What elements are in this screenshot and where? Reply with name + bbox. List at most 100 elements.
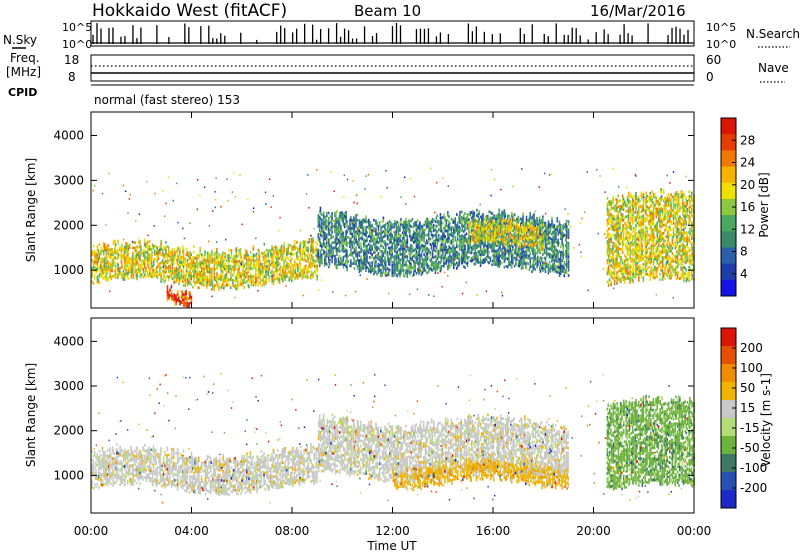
echo-cell: [151, 251, 154, 255]
echo-cell: [137, 270, 140, 274]
echo-cell: [268, 262, 271, 266]
echo-cell: [102, 244, 105, 248]
echo-cell: [269, 252, 272, 256]
echo-cell: [474, 259, 477, 263]
echo-cell: [468, 255, 470, 259]
echo-cell: [216, 264, 218, 267]
echo-cell: [259, 279, 262, 282]
echo-cell: [201, 269, 203, 273]
echo-cell: [262, 266, 265, 270]
echo-cell: [381, 266, 384, 269]
echo-cell: [394, 233, 396, 237]
echo-cell: [484, 215, 487, 219]
echo-cell: [420, 238, 423, 241]
echo-cell: [375, 230, 377, 234]
echo-cell: [119, 253, 121, 257]
echo-cell: [391, 234, 394, 237]
noise-panel-frame: [90, 20, 695, 47]
echo-cell: [520, 229, 523, 233]
echo-cell: [547, 234, 550, 237]
echo-cell: [415, 247, 418, 251]
echo-cell: [567, 249, 570, 253]
echo-cell: [432, 218, 435, 222]
echo-cell: [235, 263, 238, 267]
echo-cell: [524, 230, 527, 234]
echo-cell: [491, 231, 493, 235]
echo-cell: [263, 275, 266, 278]
echo-cell: [435, 224, 438, 228]
echo-cell: [274, 245, 277, 249]
echo-cell: [515, 246, 517, 250]
echo-cell: [283, 252, 285, 256]
echo-cell: [381, 231, 384, 234]
echo-cell: [265, 254, 268, 257]
echo-cell: [225, 281, 228, 284]
echo-cell: [204, 280, 206, 283]
echo-cell: [384, 263, 387, 267]
echo-cell: [527, 243, 529, 247]
echo-cell: [369, 251, 372, 255]
echo-cell: [553, 270, 556, 273]
echo-cell: [254, 272, 257, 276]
echo-cell: [169, 258, 172, 262]
echo-cell: [214, 278, 216, 282]
echo-cell: [552, 268, 554, 272]
echo-cell: [209, 275, 211, 279]
echo-cell: [217, 285, 219, 289]
echo-cell: [555, 259, 557, 262]
echo-cell: [498, 211, 500, 214]
echo-cell: [562, 254, 565, 257]
echo-cell: [413, 224, 415, 228]
echo-cell: [346, 257, 348, 261]
echo-cell: [373, 226, 375, 230]
echo-cell: [468, 212, 470, 216]
echo-cell: [332, 235, 334, 239]
echo-cell: [214, 254, 216, 258]
echo-cell: [304, 259, 307, 262]
echo-cell: [444, 248, 446, 252]
echo-cell: [542, 242, 545, 245]
echo-cell: [511, 213, 514, 216]
echo-cell: [553, 245, 556, 249]
echo-cell: [396, 266, 398, 270]
echo-cell: [447, 219, 449, 222]
echo-cell: [286, 275, 288, 278]
echo-cell: [430, 260, 433, 264]
echo-cell: [190, 258, 193, 262]
echo-cell: [175, 277, 178, 281]
echo-cell: [509, 225, 512, 229]
echo-cell: [501, 248, 503, 251]
echo-cell: [523, 262, 526, 265]
echo-cell: [102, 277, 105, 280]
echo-cell: [565, 254, 568, 258]
echo-cell: [472, 223, 474, 227]
echo-cell: [173, 278, 175, 281]
echo-cell: [556, 260, 559, 263]
echo-cell: [509, 263, 512, 267]
echo-cell: [214, 276, 216, 279]
echo-cell: [362, 255, 365, 259]
echo-cell: [442, 221, 444, 225]
echo-cell: [355, 232, 357, 236]
echo-cell: [104, 264, 106, 268]
echo-cell: [515, 249, 517, 253]
echo-cell: [216, 266, 218, 270]
echo-cell: [409, 229, 411, 233]
echo-cell: [145, 269, 147, 273]
echo-cell: [178, 282, 180, 286]
echo-cell: [165, 267, 167, 271]
echo-cell: [283, 249, 285, 253]
echo-cell: [306, 268, 308, 271]
echo-cell: [510, 260, 513, 264]
echo-cell: [515, 244, 518, 248]
echo-cell: [418, 247, 420, 251]
echo-cell: [228, 270, 230, 274]
echo-cell: [111, 248, 114, 251]
echo-cell: [148, 240, 151, 243]
echo-cell: [484, 241, 487, 244]
echo-cell: [204, 258, 206, 262]
echo-cell: [499, 236, 502, 239]
echo-cell: [488, 250, 490, 254]
echo-cell: [447, 235, 449, 239]
echo-cell: [346, 249, 348, 253]
